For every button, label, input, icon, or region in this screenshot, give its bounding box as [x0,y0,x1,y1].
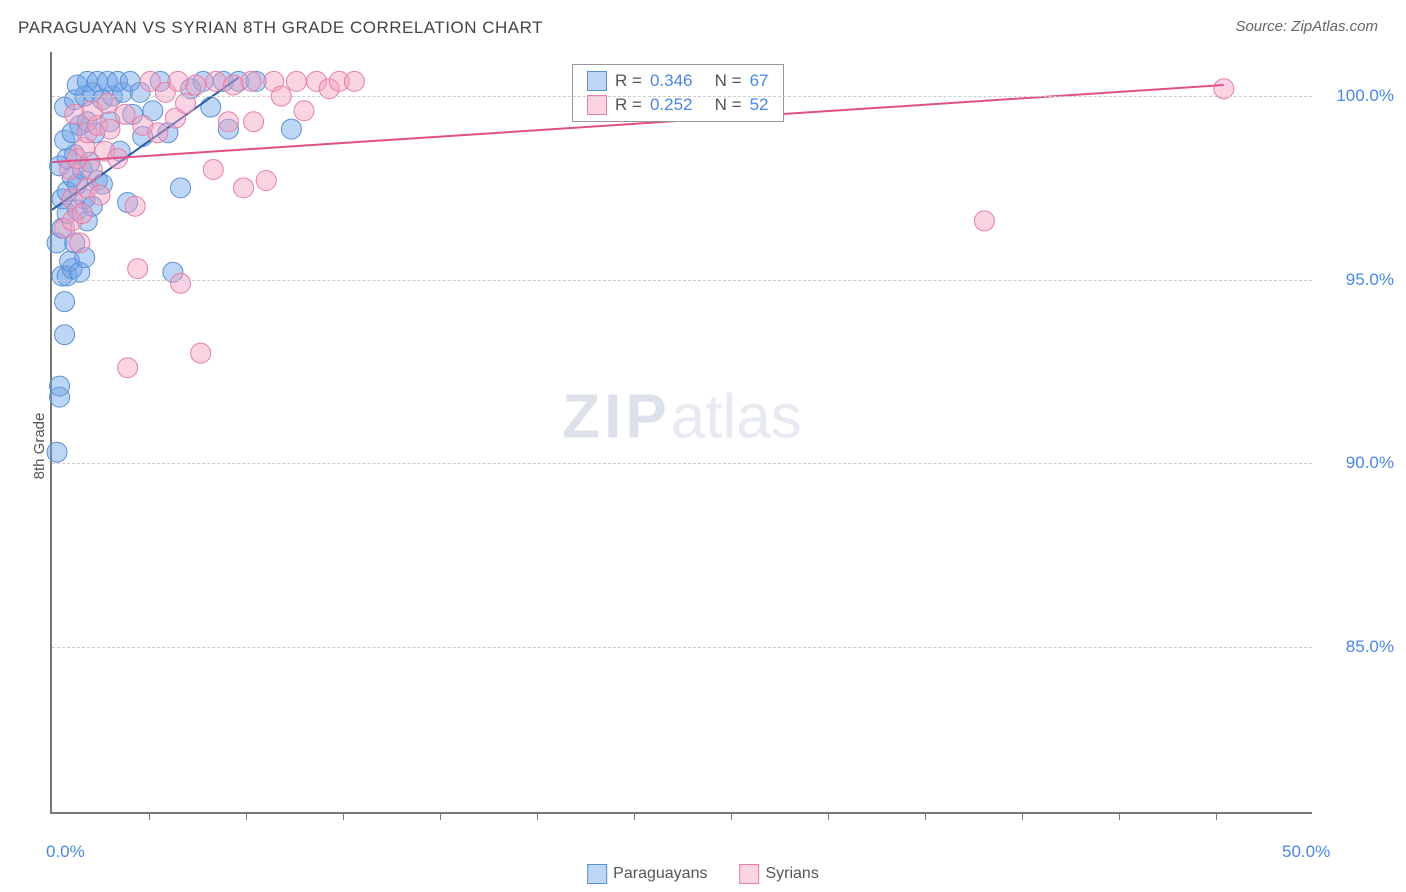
legend-n-label: N = [700,71,741,91]
legend-swatch [587,71,607,91]
data-point [50,376,70,396]
correlation-legend: R = 0.346 N = 67R = 0.252 N = 52 [572,64,784,122]
data-point [191,343,211,363]
data-point [234,178,254,198]
legend-item: Syrians [739,864,818,884]
data-point [72,204,92,224]
data-point [70,233,90,253]
x-tick [149,812,150,820]
data-point [218,112,238,132]
data-point [201,97,221,117]
data-point [118,358,138,378]
x-tick [731,812,732,820]
data-point [90,185,110,205]
x-tick [1216,812,1217,820]
x-tick [925,812,926,820]
data-point [203,159,223,179]
x-tick [440,812,441,820]
x-tick [1119,812,1120,820]
gridline-h [52,96,1312,97]
data-point [100,119,120,139]
data-point [974,211,994,231]
legend-row: R = 0.252 N = 52 [587,95,769,115]
data-point [344,71,364,91]
legend-label: Paraguayans [613,865,707,883]
data-point [148,123,168,143]
legend-swatch [587,95,607,115]
y-tick-label: 100.0% [1336,86,1394,106]
y-axis-label: 8th Grade [31,413,48,480]
data-point [171,178,191,198]
data-point [55,292,75,312]
source-label: Source: ZipAtlas.com [1235,18,1378,35]
data-point [115,104,135,124]
gridline-h [52,280,1312,281]
legend-r-label: R = [615,95,642,115]
data-point [65,104,85,124]
x-tick-label: 50.0% [1282,842,1330,862]
data-point [281,119,301,139]
x-tick [537,812,538,820]
legend-row: R = 0.346 N = 67 [587,71,769,91]
chart-title: PARAGUAYAN VS SYRIAN 8TH GRADE CORRELATI… [18,18,543,38]
y-tick-label: 90.0% [1346,453,1394,473]
x-tick [246,812,247,820]
data-point [186,75,206,95]
data-point [256,171,276,191]
legend-item: Paraguayans [587,864,707,884]
plot-svg [52,52,1312,812]
data-point [168,71,188,91]
data-point [244,112,264,132]
gridline-h [52,647,1312,648]
data-point [223,75,243,95]
x-tick [634,812,635,820]
x-tick-label: 0.0% [46,842,85,862]
legend-n-value: 67 [750,71,769,91]
x-tick [828,812,829,820]
legend-r-label: R = [615,71,642,91]
data-point [171,273,191,293]
x-tick [1022,812,1023,820]
data-point [286,71,306,91]
data-point [128,259,148,279]
data-point [241,71,261,91]
legend-n-label: N = [700,95,741,115]
y-tick-label: 85.0% [1346,637,1394,657]
legend-n-value: 52 [750,95,769,115]
gridline-h [52,463,1312,464]
data-point [82,159,102,179]
plot-area: ZIPatlas R = 0.346 N = 67R = 0.252 N = 5… [50,52,1312,814]
legend-label: Syrians [765,865,818,883]
x-tick [343,812,344,820]
legend-r-value: 0.346 [650,71,693,91]
data-point [206,71,226,91]
data-point [294,101,314,121]
data-point [47,442,67,462]
legend-swatch [739,864,759,884]
legend-r-value: 0.252 [650,95,693,115]
data-point [55,325,75,345]
y-tick-label: 95.0% [1346,270,1394,290]
legend-bottom: Paraguayans Syrians [587,864,819,884]
data-point [125,196,145,216]
legend-swatch [587,864,607,884]
